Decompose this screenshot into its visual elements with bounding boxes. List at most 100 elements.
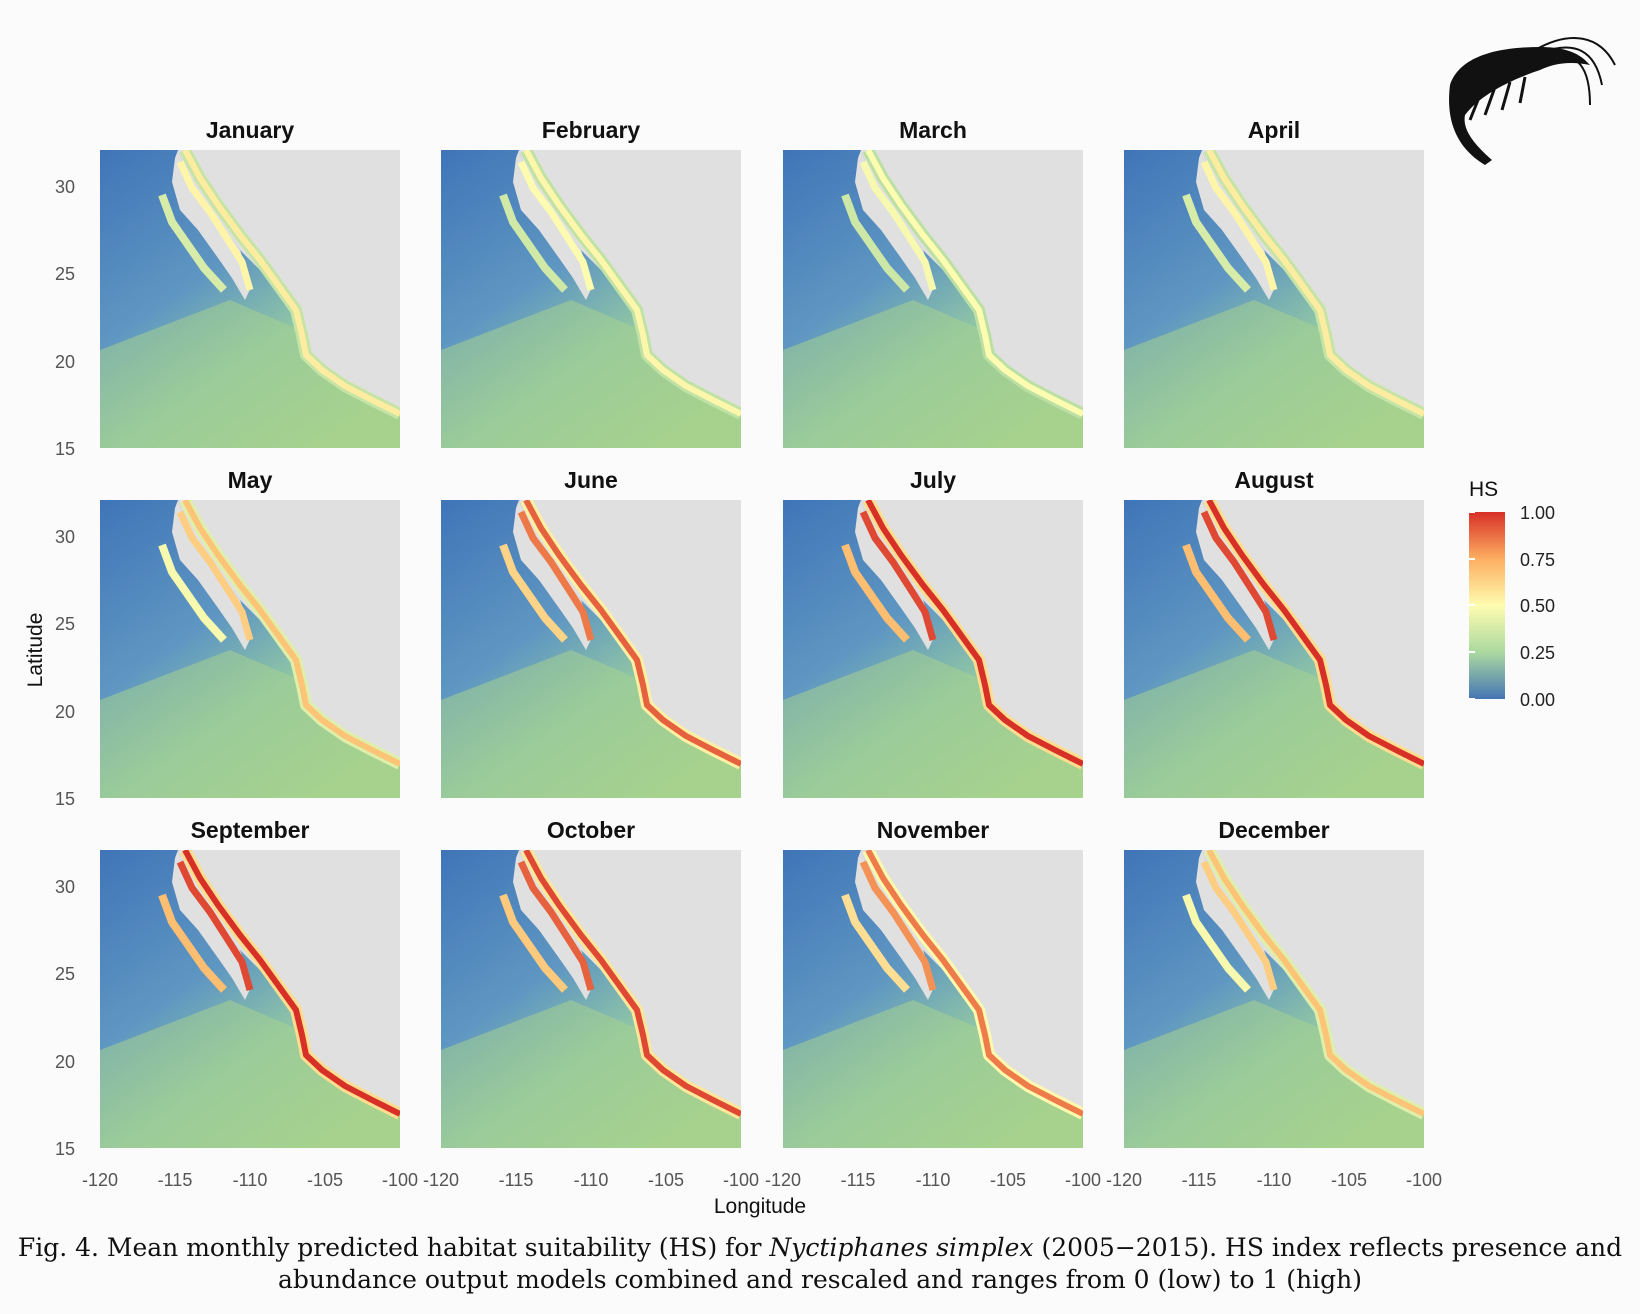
y-tick-label: 25 — [55, 264, 75, 284]
panel-title: May — [228, 467, 273, 493]
x-tick-label: -105 — [1331, 1170, 1367, 1190]
y-tick-label: 15 — [55, 439, 75, 459]
gulf-band — [517, 160, 595, 291]
map-panels: January 30 25 20 15 February March April May 30 25… — [55, 117, 1442, 1190]
southern-ocean — [783, 1000, 1083, 1148]
coastal-peak — [1206, 150, 1424, 417]
pacific-coast-band — [841, 193, 910, 293]
gulf-band — [859, 510, 937, 641]
gulf-band — [1200, 510, 1278, 641]
coastal-peak — [182, 850, 400, 1117]
x-tick-label: -100 — [1406, 1170, 1442, 1190]
gulf-band — [859, 160, 937, 291]
x-tick-label: -100 — [1065, 1170, 1101, 1190]
y-tick-label: 15 — [55, 789, 75, 809]
y-tick-label: 20 — [55, 352, 75, 372]
panel-july: July — [783, 467, 1083, 798]
panel-title: June — [564, 467, 618, 493]
x-tick-label: -120 — [82, 1170, 118, 1190]
pacific-coast-band — [499, 893, 568, 993]
x-tick-label: -110 — [916, 1170, 951, 1190]
y-tick-label: 20 — [55, 702, 75, 722]
x-tick-label: -115 — [158, 1170, 193, 1190]
y-tick-label: 15 — [55, 1139, 75, 1159]
panel-february: February — [441, 117, 741, 448]
legend-title: HS — [1469, 478, 1498, 501]
panel-title: January — [206, 117, 294, 143]
panel-title: July — [910, 467, 956, 493]
x-tick-label: -110 — [233, 1170, 268, 1190]
pacific-coast-band — [1182, 193, 1251, 293]
southern-ocean — [783, 300, 1083, 448]
caption-prefix: Fig. 4. Mean monthly predicted habitat s… — [17, 1233, 770, 1262]
gulf-band — [1200, 860, 1278, 991]
y-tick-label: 30 — [55, 877, 75, 897]
southern-ocean — [441, 1000, 741, 1148]
panel-title: March — [899, 117, 967, 143]
panel-december: December -120 -115 -110 -105 -100 — [1106, 817, 1442, 1190]
southern-ocean — [1124, 650, 1424, 798]
coastal-peak — [523, 850, 741, 1117]
caption-line-2: abundance output models combined and res… — [277, 1265, 1363, 1294]
panel-title: August — [1234, 467, 1314, 493]
gulf-band — [176, 510, 254, 641]
x-tick-label: -115 — [841, 1170, 876, 1190]
pacific-coast-band — [499, 193, 568, 293]
x-tick-label: -115 — [499, 1170, 534, 1190]
shrimp-icon — [1449, 37, 1616, 165]
y-tick-label: 25 — [55, 964, 75, 984]
x-tick-label: -110 — [1257, 1170, 1292, 1190]
gulf-band — [1200, 160, 1278, 291]
figure-caption: Fig. 4. Mean monthly predicted habitat s… — [0, 1232, 1640, 1296]
panel-november: November -120 -115 -110 -105 -100 — [765, 817, 1101, 1190]
panel-title: April — [1248, 117, 1300, 143]
pacific-coast-band — [1182, 893, 1251, 993]
coastal-peak — [1206, 850, 1424, 1117]
panel-title: December — [1218, 817, 1329, 843]
panel-title: November — [877, 817, 990, 843]
y-tick-label: 25 — [55, 614, 75, 634]
legend-tick-label: 0.50 — [1520, 596, 1555, 616]
gulf-band — [859, 860, 937, 991]
x-tick-label: -120 — [765, 1170, 801, 1190]
southern-ocean — [441, 650, 741, 798]
southern-ocean — [100, 300, 400, 448]
panel-title: February — [542, 117, 641, 143]
y-tick-label: 30 — [55, 527, 75, 547]
coastal-peak — [523, 500, 741, 767]
coastal-peak — [865, 500, 1083, 767]
coastal-peak — [865, 150, 1083, 417]
x-tick-label: -115 — [1182, 1170, 1217, 1190]
pacific-coast-band — [158, 193, 227, 293]
x-tick-label: -105 — [307, 1170, 343, 1190]
panel-title: October — [547, 817, 635, 843]
coastal-peak — [865, 850, 1083, 1117]
caption-line-1: Fig. 4. Mean monthly predicted habitat s… — [0, 1232, 1640, 1264]
caption-suffix: (2005−2015). HS index reflects presence … — [1033, 1233, 1623, 1262]
southern-ocean — [1124, 300, 1424, 448]
pacific-coast-band — [158, 543, 227, 643]
panel-may: May 30 25 20 15 — [55, 467, 400, 809]
x-tick-label: -110 — [574, 1170, 609, 1190]
y-tick-label: 30 — [55, 177, 75, 197]
coastal-peak — [523, 150, 741, 417]
panel-title: September — [191, 817, 310, 843]
legend-tick-label: 0.25 — [1520, 643, 1555, 663]
gulf-band — [517, 860, 595, 991]
caption-species: Nyctiphanes simplex — [769, 1233, 1034, 1262]
x-tick-label: -100 — [382, 1170, 418, 1190]
panel-january: January 30 25 20 15 — [55, 117, 400, 459]
y-axis-label: Latitude — [24, 613, 47, 688]
pacific-coast-band — [841, 893, 910, 993]
legend-tick-label: 1.00 — [1520, 503, 1555, 523]
pacific-coast-band — [841, 543, 910, 643]
coastal-peak — [182, 150, 400, 417]
coastal-peak — [1206, 500, 1424, 767]
x-tick-label: -100 — [723, 1170, 759, 1190]
legend-tick-label: 0.75 — [1520, 550, 1555, 570]
x-tick-label: -105 — [990, 1170, 1026, 1190]
x-axis-label: Longitude — [714, 1195, 806, 1218]
pacific-coast-band — [1182, 543, 1251, 643]
panel-october: October -120 -115 -110 -105 -100 — [423, 817, 759, 1190]
y-tick-label: 20 — [55, 1052, 75, 1072]
